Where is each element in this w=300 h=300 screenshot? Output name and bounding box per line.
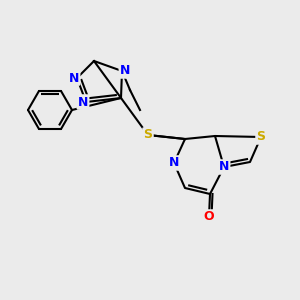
- Text: N: N: [219, 160, 229, 173]
- Text: S: S: [143, 128, 152, 142]
- Text: N: N: [120, 64, 130, 77]
- Text: O: O: [204, 211, 214, 224]
- Text: N: N: [169, 157, 179, 169]
- Text: S: S: [256, 130, 266, 143]
- Text: N: N: [78, 95, 88, 109]
- Text: N: N: [69, 71, 79, 85]
